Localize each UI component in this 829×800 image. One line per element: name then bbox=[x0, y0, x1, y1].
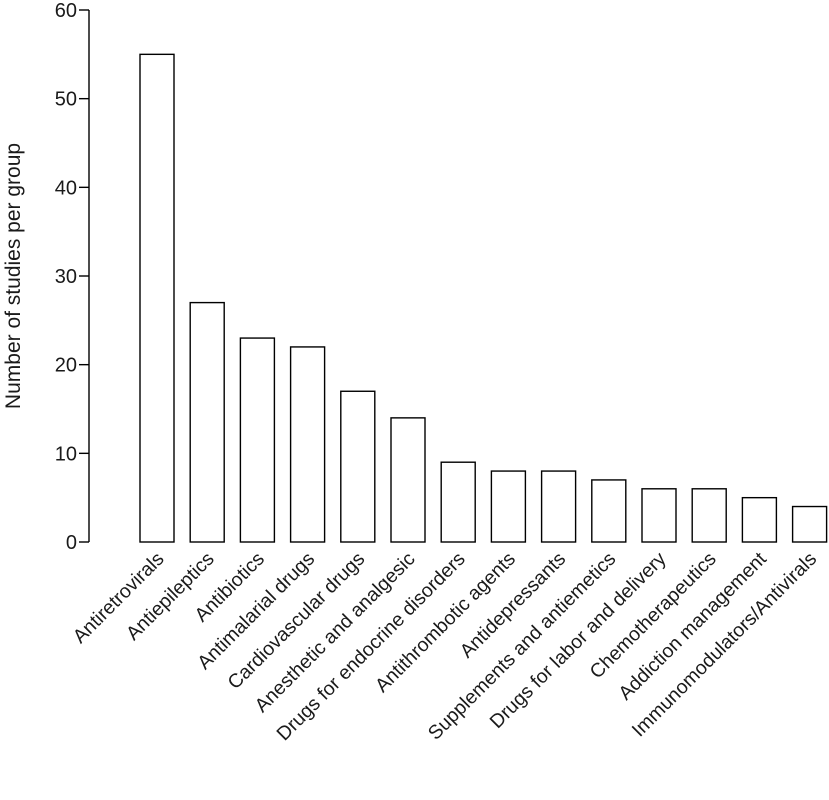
y-tick-label: 20 bbox=[55, 355, 77, 377]
y-tick-label: 10 bbox=[55, 443, 77, 465]
y-axis: 0 10 20 30 40 50 60 bbox=[55, 0, 90, 554]
bar bbox=[540, 470, 577, 543]
bar bbox=[239, 337, 276, 543]
bar bbox=[340, 390, 376, 543]
y-tick-label: 0 bbox=[66, 532, 77, 554]
y-tick-label: 60 bbox=[55, 0, 77, 22]
y-tick-label: 50 bbox=[55, 89, 77, 111]
x-axis-labels: AntiretroviralsAntiepilepticsAntibiotics… bbox=[69, 548, 822, 746]
y-tick-label: 30 bbox=[55, 266, 77, 288]
y-tick-label: 40 bbox=[55, 177, 77, 199]
bar bbox=[189, 301, 225, 543]
bar bbox=[591, 479, 627, 543]
bar bbox=[139, 53, 175, 543]
bar bbox=[691, 488, 727, 543]
bar bbox=[440, 461, 476, 543]
bar bbox=[741, 496, 778, 543]
y-axis-title: Number of studies per group bbox=[2, 143, 25, 409]
bar bbox=[791, 505, 828, 543]
bar bbox=[490, 470, 527, 543]
bar bbox=[390, 417, 426, 543]
bars bbox=[139, 53, 828, 543]
bar bbox=[289, 346, 326, 543]
bar bbox=[641, 488, 677, 543]
